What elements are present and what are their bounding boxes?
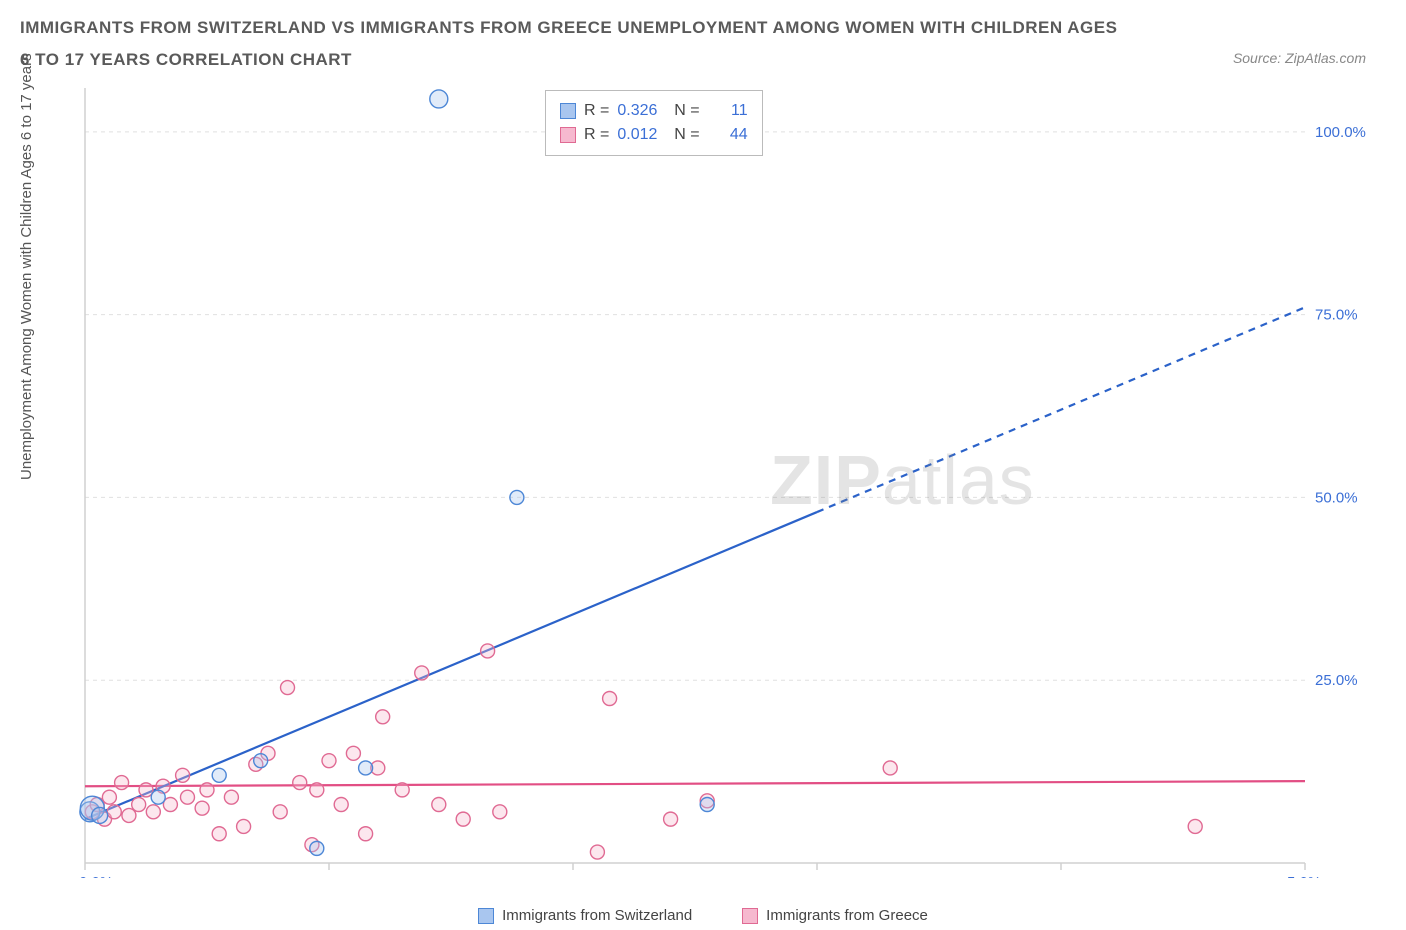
- stat-row-greece: R = 0.012 N = 44: [560, 123, 748, 147]
- bottom-legend: Immigrants from Switzerland Immigrants f…: [0, 907, 1406, 924]
- svg-text:0.0%: 0.0%: [79, 874, 113, 878]
- legend-swatch-greece-icon: [742, 908, 758, 924]
- legend-label: Immigrants from Greece: [766, 907, 928, 924]
- stat-r-label: R =: [584, 99, 609, 123]
- y-axis-label: Unemployment Among Women with Children A…: [18, 53, 35, 480]
- svg-text:5.0%: 5.0%: [1287, 874, 1321, 878]
- stat-r-value: 0.012: [617, 123, 657, 147]
- correlation-stats-box: R = 0.326 N = 11 R = 0.012 N = 44: [545, 90, 763, 156]
- svg-text:50.0%: 50.0%: [1315, 489, 1358, 506]
- legend-item-switzerland: Immigrants from Switzerland: [478, 907, 692, 924]
- stat-n-label: N =: [665, 99, 699, 123]
- swatch-greece-icon: [560, 127, 576, 143]
- legend-item-greece: Immigrants from Greece: [742, 907, 928, 924]
- stat-n-value: 44: [708, 123, 748, 147]
- chart-title: IMMIGRANTS FROM SWITZERLAND VS IMMIGRANT…: [20, 12, 1120, 77]
- svg-text:75.0%: 75.0%: [1315, 307, 1358, 324]
- scatter-chart: 25.0% 50.0% 75.0% 100.0% 0.0% 5.0%: [50, 88, 1370, 878]
- stat-row-switzerland: R = 0.326 N = 11: [560, 99, 748, 123]
- legend-swatch-switzerland-icon: [478, 908, 494, 924]
- chart-area: 25.0% 50.0% 75.0% 100.0% 0.0% 5.0%: [50, 88, 1370, 878]
- svg-text:25.0%: 25.0%: [1315, 672, 1358, 689]
- stat-n-label: N =: [665, 123, 699, 147]
- stat-n-value: 11: [708, 99, 748, 123]
- swatch-switzerland-icon: [560, 103, 576, 119]
- svg-text:100.0%: 100.0%: [1315, 124, 1366, 141]
- stat-r-value: 0.326: [617, 99, 657, 123]
- source-attribution: Source: ZipAtlas.com: [1233, 50, 1366, 66]
- legend-label: Immigrants from Switzerland: [502, 907, 692, 924]
- stat-r-label: R =: [584, 123, 609, 147]
